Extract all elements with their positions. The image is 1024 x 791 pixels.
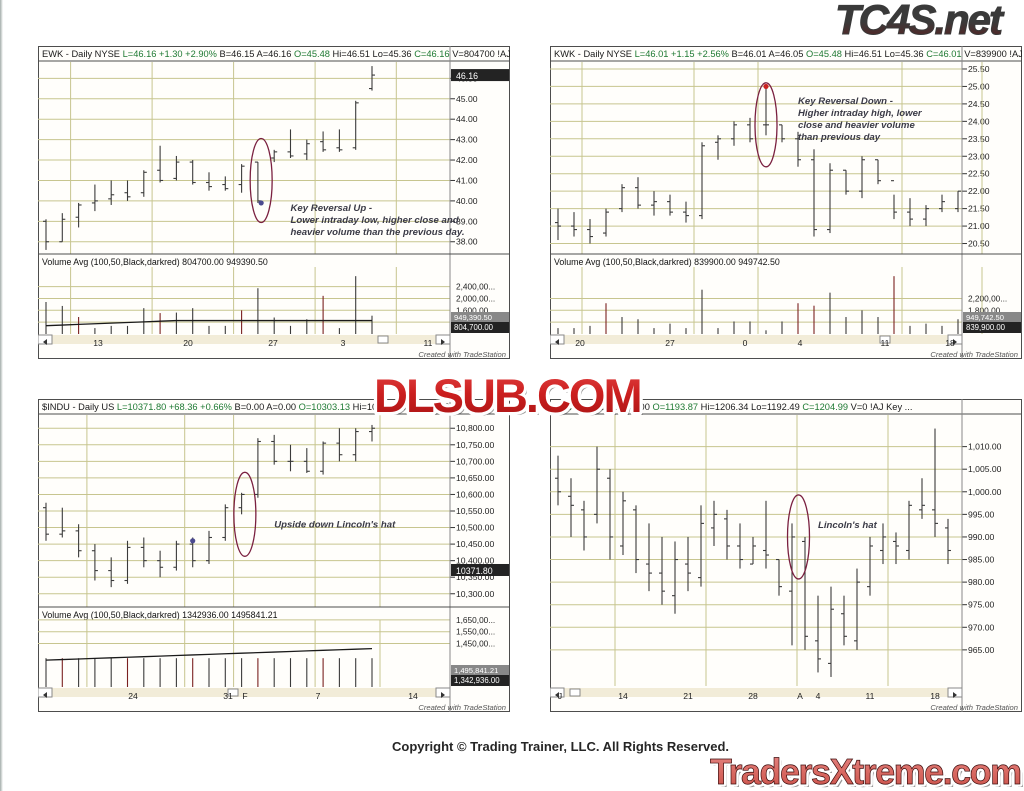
svg-text:24.00: 24.00 <box>968 116 990 126</box>
svg-text:DLSUB.COM: DLSUB.COM <box>374 369 641 422</box>
svg-text:Created with TradeStation: Created with TradeStation <box>930 350 1018 359</box>
svg-text:Volume Avg (100,50,Black,dark: Volume Avg (100,50,Black,darkred) 839900… <box>554 257 780 267</box>
svg-text:1,342,936.00: 1,342,936.00 <box>454 676 500 685</box>
svg-text:22.00: 22.00 <box>968 186 990 196</box>
svg-text:24: 24 <box>128 691 138 701</box>
svg-text:2,400,00...: 2,400,00... <box>456 282 495 292</box>
svg-text:F: F <box>242 691 247 701</box>
svg-text:965.00: 965.00 <box>968 645 995 655</box>
svg-text:Created with TradeStation: Created with TradeStation <box>418 703 506 712</box>
svg-text:10,450.00: 10,450.00 <box>456 539 494 549</box>
svg-text:970.00: 970.00 <box>968 622 995 632</box>
svg-text:31: 31 <box>223 691 233 701</box>
svg-text:20: 20 <box>575 338 585 348</box>
svg-text:13: 13 <box>93 338 103 348</box>
svg-text:EWK - Daily NYSE L=46.16 +: EWK - Daily NYSE L=46.16 +1.30 +2.90% B=… <box>42 49 510 59</box>
svg-text:1,010.00: 1,010.00 <box>968 442 1002 452</box>
svg-text:995.00: 995.00 <box>968 509 995 519</box>
svg-text:1,495,841.21: 1,495,841.21 <box>454 666 498 675</box>
svg-text:Created with TradeStation: Created with TradeStation <box>930 703 1018 712</box>
svg-text:804,700.00: 804,700.00 <box>454 323 494 332</box>
svg-text:7: 7 <box>316 691 321 701</box>
svg-text:42.00: 42.00 <box>456 155 478 165</box>
svg-text:KWK - Daily NYSE L=46.01 +1.: KWK - Daily NYSE L=46.01 +1.15 +2.56% B=… <box>554 49 1022 59</box>
svg-text:A: A <box>797 691 803 701</box>
svg-text:45.00: 45.00 <box>456 94 478 104</box>
svg-text:23.50: 23.50 <box>968 134 990 144</box>
svg-text:46.16: 46.16 <box>456 71 478 81</box>
svg-text:39.00: 39.00 <box>456 216 478 226</box>
svg-text:985.00: 985.00 <box>968 555 995 565</box>
svg-text:25.50: 25.50 <box>968 64 990 74</box>
svg-text:11: 11 <box>424 338 433 348</box>
svg-text:10371.80: 10371.80 <box>456 566 493 576</box>
svg-text:949,742.50: 949,742.50 <box>966 313 1004 322</box>
svg-text:18: 18 <box>930 691 940 701</box>
svg-text:Created with TradeStation: Created with TradeStation <box>418 350 506 359</box>
svg-text:TradersXtreme.com: TradersXtreme.com <box>710 752 1021 791</box>
svg-text:Volume Avg (100,50,Black,dark: Volume Avg (100,50,Black,darkred) 134293… <box>42 610 278 620</box>
svg-text:2,200,00...: 2,200,00... <box>968 293 1007 303</box>
svg-text:20: 20 <box>183 338 193 348</box>
svg-text:43.00: 43.00 <box>456 135 478 145</box>
svg-text:20.50: 20.50 <box>968 239 990 249</box>
svg-text:11: 11 <box>866 691 875 701</box>
svg-text:Volume Avg (100,50,Black,dark: Volume Avg (100,50,Black,darkred) 804700… <box>42 257 268 267</box>
svg-text:Upside down Lincoln's hat: Upside down Lincoln's hat <box>274 520 396 531</box>
svg-text:Lincoln's hat: Lincoln's hat <box>818 520 878 531</box>
svg-text:2,000,00...: 2,000,00... <box>456 293 495 303</box>
svg-text:3: 3 <box>341 338 346 348</box>
svg-text:28: 28 <box>748 691 758 701</box>
svg-text:18: 18 <box>945 338 955 348</box>
svg-text:27: 27 <box>665 338 675 348</box>
svg-text:14: 14 <box>618 691 628 701</box>
svg-text:22.50: 22.50 <box>968 169 990 179</box>
svg-text:980.00: 980.00 <box>968 577 995 587</box>
svg-text:21.00: 21.00 <box>968 221 990 231</box>
svg-text:10,700.00: 10,700.00 <box>456 456 494 466</box>
svg-text:J: J <box>558 691 562 701</box>
svg-text:1,450,00...: 1,450,00... <box>456 639 495 649</box>
svg-text:10,550.00: 10,550.00 <box>456 506 494 516</box>
svg-text:44.00: 44.00 <box>456 114 478 124</box>
svg-text:38.00: 38.00 <box>456 237 478 247</box>
svg-text:21.50: 21.50 <box>968 204 990 214</box>
svg-text:11: 11 <box>881 338 890 348</box>
svg-text:4: 4 <box>798 338 803 348</box>
svg-text:10,300.00: 10,300.00 <box>456 589 494 599</box>
svg-text:TC4S.net: TC4S.net <box>835 0 1005 43</box>
svg-text:14: 14 <box>408 691 418 701</box>
svg-text:41.00: 41.00 <box>456 175 478 185</box>
svg-text:10,650.00: 10,650.00 <box>456 473 494 483</box>
svg-text:949,390.50: 949,390.50 <box>454 313 492 322</box>
svg-text:25.00: 25.00 <box>968 81 990 91</box>
svg-text:27: 27 <box>268 338 278 348</box>
svg-text:10,600.00: 10,600.00 <box>456 489 494 499</box>
svg-text:1,000.00: 1,000.00 <box>968 487 1002 497</box>
svg-text:1,550,00...: 1,550,00... <box>456 627 495 637</box>
svg-text:990.00: 990.00 <box>968 532 995 542</box>
svg-text:23.00: 23.00 <box>968 151 990 161</box>
svg-text:21: 21 <box>683 691 693 701</box>
svg-text:1,650,00...: 1,650,00... <box>456 615 495 625</box>
svg-text:10,500.00: 10,500.00 <box>456 523 494 533</box>
svg-text:975.00: 975.00 <box>968 600 995 610</box>
svg-text:1,005.00: 1,005.00 <box>968 464 1002 474</box>
svg-text:24.50: 24.50 <box>968 99 990 109</box>
svg-text:839,900.00: 839,900.00 <box>966 323 1006 332</box>
svg-text:10,750.00: 10,750.00 <box>456 440 494 450</box>
svg-text:4: 4 <box>816 691 821 701</box>
svg-text:0: 0 <box>743 338 748 348</box>
svg-text:40.00: 40.00 <box>456 196 478 206</box>
